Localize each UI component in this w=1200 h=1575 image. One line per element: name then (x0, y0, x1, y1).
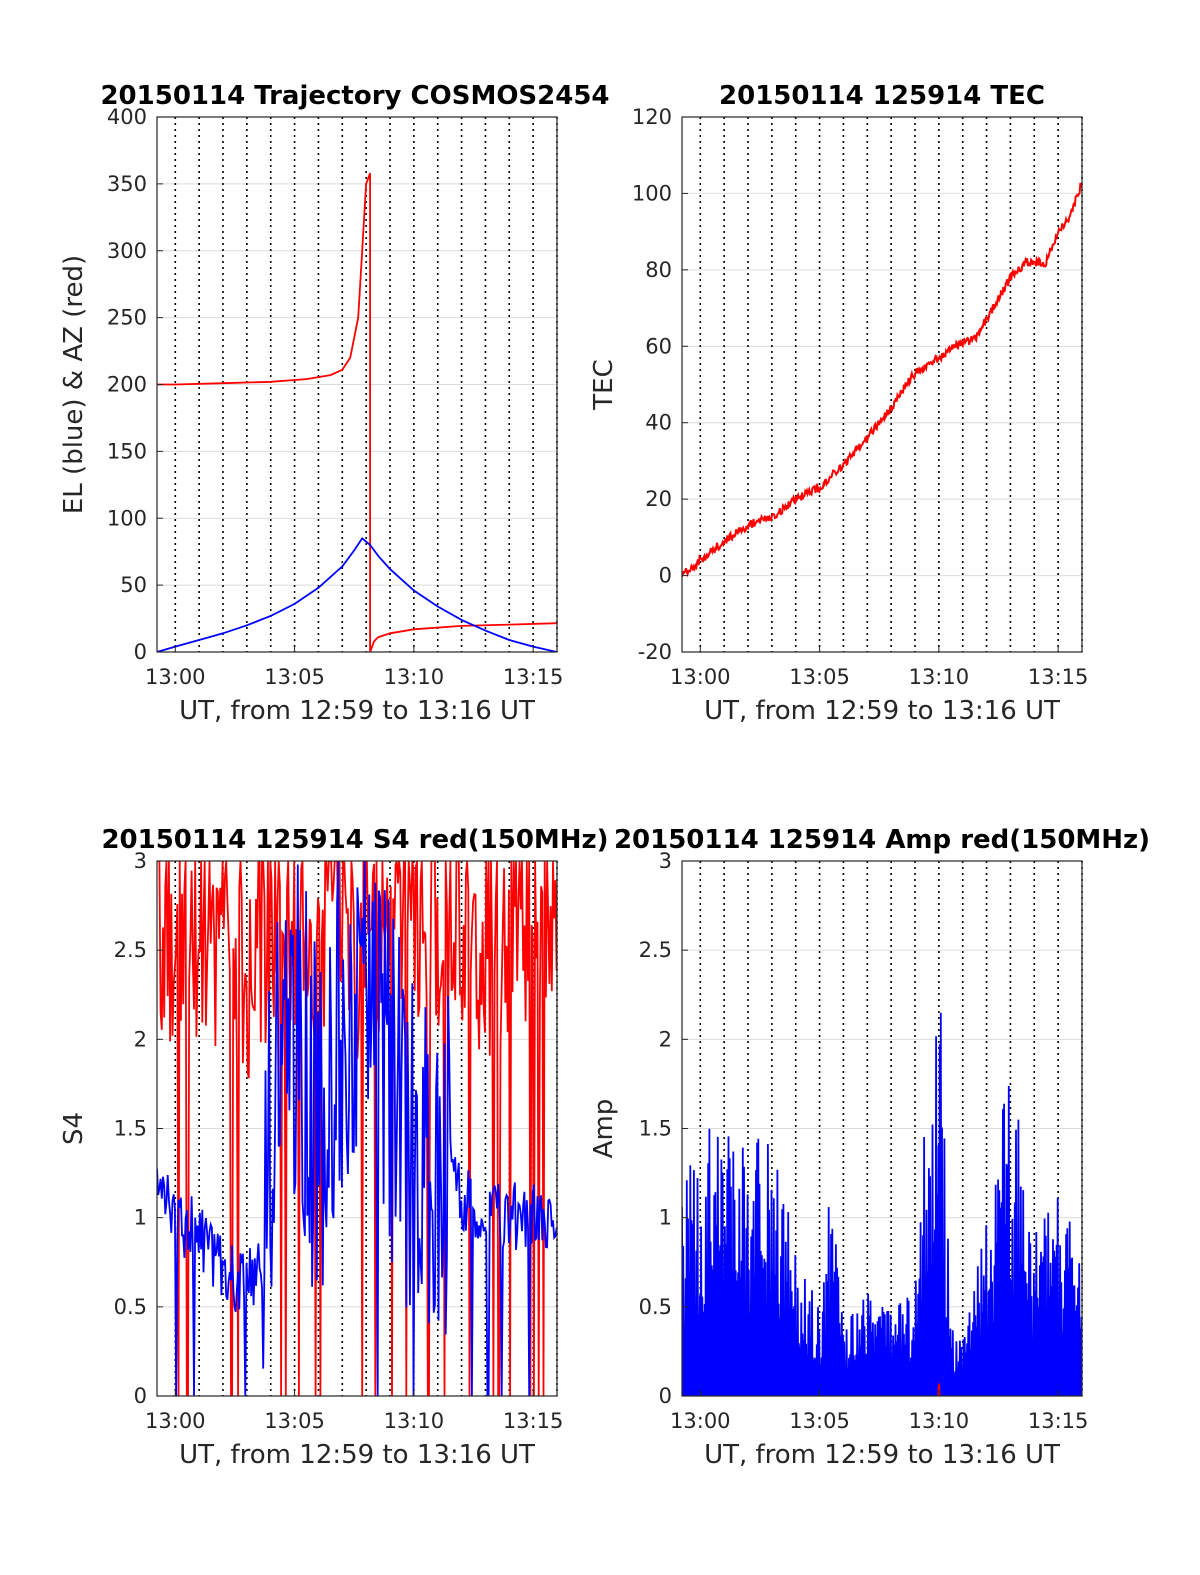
x-tick-label: 13:05 (789, 665, 850, 689)
y-tick-label: 1.5 (639, 1117, 672, 1141)
y-tick-label: 1.5 (114, 1117, 147, 1141)
chart-panel-3: 0 0.5 1 1.5 2 2.5 3 13:00 13:05 13:10 13:15 2015011… (59, 825, 609, 1470)
y-axis-label: EL (blue) & AZ (red) (59, 255, 89, 514)
x-tick-label: 13:15 (503, 665, 564, 689)
x-tick-label: 13:05 (264, 665, 325, 689)
x-axis-label: UT, from 12:59 to 13:16 UT (704, 696, 1060, 726)
chart-title: 20150114 Trajectory COSMOS2454 (100, 81, 609, 111)
y-tick-label: 300 (107, 239, 147, 263)
y-tick-label: -20 (638, 640, 672, 664)
y-tick-label: 50 (120, 573, 147, 597)
axes-box (681, 116, 1083, 653)
chart-panel-2: -20 0 20 40 60 80 100 120 13:00 13:05 13:10 13:15 20… (589, 81, 1088, 726)
y-tick-label: 2 (134, 1027, 147, 1051)
x-axis-label: UT, from 12:59 to 13:16 UT (179, 696, 535, 726)
chart-title: 20150114 125914 TEC (719, 81, 1045, 111)
series-line-2 (157, 536, 557, 652)
y-tick-label: 1 (134, 1206, 147, 1230)
y-tick-label: 40 (645, 411, 672, 435)
y-tick-label: 20 (645, 487, 672, 511)
series-line-1 (682, 1012, 1082, 1396)
x-tick-label: 13:00 (670, 1409, 731, 1433)
y-tick-label: 350 (107, 172, 147, 196)
y-tick-label: 3 (659, 849, 672, 873)
series-line-2 (157, 861, 557, 1396)
x-tick-label: 13:15 (1028, 665, 1089, 689)
chart-title: 20150114 125914 Amp red(150MHz) (614, 825, 1150, 855)
y-axis-label: TEC (589, 359, 619, 410)
y-tick-label: 0.5 (639, 1295, 672, 1319)
x-tick-label: 13:10 (384, 1409, 445, 1433)
x-tick-label: 13:00 (670, 665, 731, 689)
y-tick-label: 150 (107, 439, 147, 463)
y-tick-label: 200 (107, 373, 147, 397)
chart-panel-4: 0 0.5 1 1.5 2 2.5 3 13:00 13:05 13:10 13:15 2015011… (589, 825, 1150, 1470)
x-tick-label: 13:15 (1028, 1409, 1089, 1433)
y-tick-label: 80 (645, 258, 672, 282)
y-axis-label: S4 (59, 1112, 89, 1145)
x-tick-label: 13:00 (145, 1409, 206, 1433)
y-tick-label: 1 (659, 1206, 672, 1230)
x-tick-label: 13:05 (264, 1409, 325, 1433)
y-tick-label: 0 (134, 1384, 147, 1408)
plot-area (682, 117, 1082, 652)
series-line-1 (157, 172, 557, 652)
y-tick-label: 400 (107, 105, 147, 129)
x-axis-label: UT, from 12:59 to 13:16 UT (704, 1440, 1060, 1470)
x-tick-label: 13:10 (909, 665, 970, 689)
y-tick-label: 2.5 (639, 938, 672, 962)
y-tick-label: 250 (107, 306, 147, 330)
y-tick-label: 100 (107, 506, 147, 530)
x-tick-label: 13:05 (789, 1409, 850, 1433)
y-tick-label: 0 (659, 564, 672, 588)
chart-title: 20150114 125914 S4 red(150MHz) (101, 825, 608, 855)
x-axis-label: UT, from 12:59 to 13:16 UT (179, 1440, 535, 1470)
y-tick-label: 2 (659, 1027, 672, 1051)
y-tick-label: 60 (645, 334, 672, 358)
y-tick-label: 120 (632, 105, 672, 129)
series-line-1 (682, 182, 1082, 578)
y-tick-label: 0 (659, 1384, 672, 1408)
x-tick-label: 13:00 (145, 665, 206, 689)
y-tick-label: 3 (134, 849, 147, 873)
y-axis-label: Amp (589, 1099, 619, 1159)
x-tick-label: 13:10 (384, 665, 445, 689)
chart-panel-1: 0 50 100 150 200 250 300 350 400 13:00 13:05 13:10 1… (59, 81, 610, 726)
x-tick-label: 13:15 (503, 1409, 564, 1433)
x-tick-label: 13:10 (909, 1409, 970, 1433)
y-tick-label: 100 (632, 181, 672, 205)
y-tick-label: 0 (134, 640, 147, 664)
y-tick-label: 0.5 (114, 1295, 147, 1319)
y-tick-label: 2.5 (114, 938, 147, 962)
